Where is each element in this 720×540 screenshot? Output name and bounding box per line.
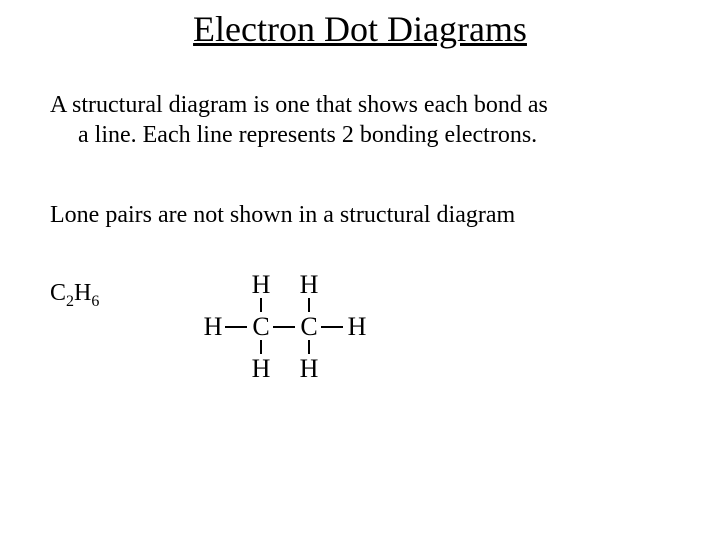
bond-c1-c2 xyxy=(273,326,295,328)
atom-c-left: C xyxy=(248,312,274,342)
atom-c-right: C xyxy=(296,312,322,342)
formula-h-sub: 6 xyxy=(91,293,99,310)
atom-h-right: H xyxy=(344,312,370,342)
atom-h-top-left: H xyxy=(248,270,274,300)
bond-c1-h-top xyxy=(260,298,262,312)
bond-c2-h-right xyxy=(321,326,343,328)
paragraph-1: A structural diagram is one that shows e… xyxy=(50,90,660,150)
formula-c: C xyxy=(50,280,66,306)
formula-h: H xyxy=(74,280,91,306)
paragraph-1-line-1: A structural diagram is one that shows e… xyxy=(50,92,548,118)
formula-c-sub: 2 xyxy=(66,293,74,310)
paragraph-2: Lone pairs are not shown in a structural… xyxy=(50,200,670,230)
bond-c2-h-top xyxy=(308,298,310,312)
bond-c1-h-bot xyxy=(260,340,262,354)
atom-h-top-right: H xyxy=(296,270,322,300)
atom-h-bot-left: H xyxy=(248,354,274,384)
bond-h-left-c1 xyxy=(225,326,247,328)
molecular-formula: C2H6 xyxy=(50,280,99,311)
paragraph-1-line-2: a line. Each line represents 2 bonding e… xyxy=(50,120,660,150)
atom-h-left: H xyxy=(200,312,226,342)
atom-h-bot-right: H xyxy=(296,354,322,384)
structural-diagram: H H H C C H H H xyxy=(200,270,420,430)
slide-title: Electron Dot Diagrams xyxy=(0,8,720,50)
bond-c2-h-bot xyxy=(308,340,310,354)
